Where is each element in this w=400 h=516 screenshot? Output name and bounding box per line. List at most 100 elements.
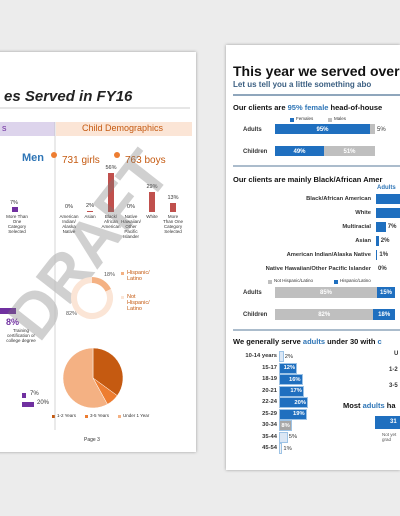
row-label: Children	[243, 149, 268, 155]
legend-swatch	[52, 415, 55, 418]
row-label: U	[394, 351, 399, 357]
legend-label: Under 1 Year	[123, 412, 150, 418]
heading-part: Our clients are	[233, 103, 288, 112]
legend-label: Adults	[377, 185, 396, 191]
page-number: Page 3	[84, 437, 100, 443]
bar	[0, 308, 16, 314]
data-label: 31	[390, 419, 397, 425]
data-label: 18%	[378, 312, 391, 318]
data-label: 5%	[288, 434, 298, 440]
row-label: Adults	[243, 127, 262, 133]
data-label: 2%	[284, 353, 294, 360]
column-header: Child Demographics	[82, 123, 164, 133]
bar	[278, 443, 283, 454]
data-label: 20%	[37, 400, 50, 406]
bar	[12, 207, 18, 212]
bar	[376, 250, 378, 260]
legend-label: Females	[296, 116, 314, 121]
data-label: 7%	[387, 224, 397, 230]
bar	[376, 208, 400, 218]
column-header: s	[2, 123, 7, 133]
heading-part: adults	[302, 337, 325, 346]
data-label: 7%	[30, 391, 39, 397]
section-heading: Our clients are mainly Black/African Ame…	[233, 175, 383, 184]
heading-part: head-of-house	[328, 103, 383, 112]
legend-swatch	[328, 118, 332, 122]
data-label: 18%	[104, 272, 116, 278]
legend-label: Hispanic/ Latino	[127, 270, 150, 283]
row-label: American Indian/Alaska Native	[286, 252, 371, 258]
bar	[376, 222, 386, 232]
row-label: 10-14 years	[245, 353, 277, 359]
row-label: 35-44	[262, 433, 277, 440]
legend-swatch	[334, 280, 338, 284]
row-label: Asian	[355, 238, 371, 244]
watermark: DRAFT	[0, 137, 184, 353]
legend-swatch	[121, 296, 124, 299]
category-label: Training certification or college degree	[6, 328, 36, 343]
legend-swatch	[85, 415, 88, 418]
heading-part: We generally serve	[233, 337, 303, 346]
bar-segment	[275, 146, 324, 156]
data-label: 7%	[10, 200, 18, 206]
data-label: 15%	[379, 290, 392, 296]
data-label: 13%	[167, 194, 179, 201]
data-label: 0%	[378, 266, 387, 272]
data-label: 58%	[70, 379, 82, 386]
data-label: 56%	[105, 164, 117, 171]
category-label: American Indian/ Alaska Native	[59, 214, 79, 234]
legend-label: Not Hispanic/ Latino	[127, 294, 150, 313]
bar	[279, 385, 304, 397]
data-label: 0%	[127, 204, 135, 210]
category-label: Not yet grad	[382, 432, 397, 442]
data-label: 19%	[293, 411, 305, 417]
header-band	[0, 122, 55, 136]
row-label: 45-54	[262, 445, 277, 451]
section-heading: Our clients are 95% female head-of-house	[233, 103, 383, 112]
bar	[279, 408, 307, 420]
category-label: More Than One Category Selected	[163, 214, 184, 234]
heading-part: 95% female	[287, 103, 329, 112]
heading-part: Most	[343, 401, 363, 410]
bar	[375, 416, 400, 429]
category-label: Asian	[84, 214, 96, 219]
data-label: 12%	[283, 365, 296, 371]
row-label: 20-21	[262, 387, 277, 394]
bar	[376, 236, 379, 246]
row-label: 3-5	[389, 383, 398, 389]
page-title: es Served in FY16	[4, 88, 133, 105]
data-label: 82%	[318, 312, 331, 318]
category-label: More Than One Category Selected	[6, 214, 28, 234]
legend-label: Males	[334, 116, 347, 121]
row-label: Multiracial	[342, 224, 371, 230]
data-label: 20%	[294, 399, 306, 406]
heading-part: ha	[384, 401, 396, 410]
data-label: 5%	[377, 126, 386, 133]
bar-segment	[275, 124, 370, 134]
stat: 731 girls	[62, 155, 100, 166]
legend-swatch	[118, 415, 121, 418]
bar	[279, 431, 288, 443]
category-label: White	[146, 214, 158, 219]
legend-label: 3-5 Years	[90, 412, 110, 418]
bar	[376, 194, 400, 204]
heading-part: c	[377, 337, 382, 346]
bar-segment	[370, 124, 375, 134]
bar	[108, 172, 114, 212]
data-label: 95%	[316, 126, 329, 133]
section-heading: We generally serve adults under 30 with …	[233, 337, 382, 346]
data-label: 2%	[380, 238, 390, 244]
bar	[278, 362, 298, 374]
row-label: 25-29	[262, 410, 277, 417]
row-label: Children	[243, 312, 268, 318]
row-label: Native Hawaiian/Other Pacific Islander	[265, 266, 371, 272]
data-label: 17%	[290, 388, 302, 394]
legend-label: Not Hispanic/Latino	[274, 278, 314, 283]
section-heading: Most adults ha	[343, 401, 396, 410]
bar	[87, 210, 93, 212]
category-label: Black/ African American	[101, 214, 121, 229]
header-band	[56, 122, 192, 136]
page-title: This year we served over	[233, 63, 400, 79]
